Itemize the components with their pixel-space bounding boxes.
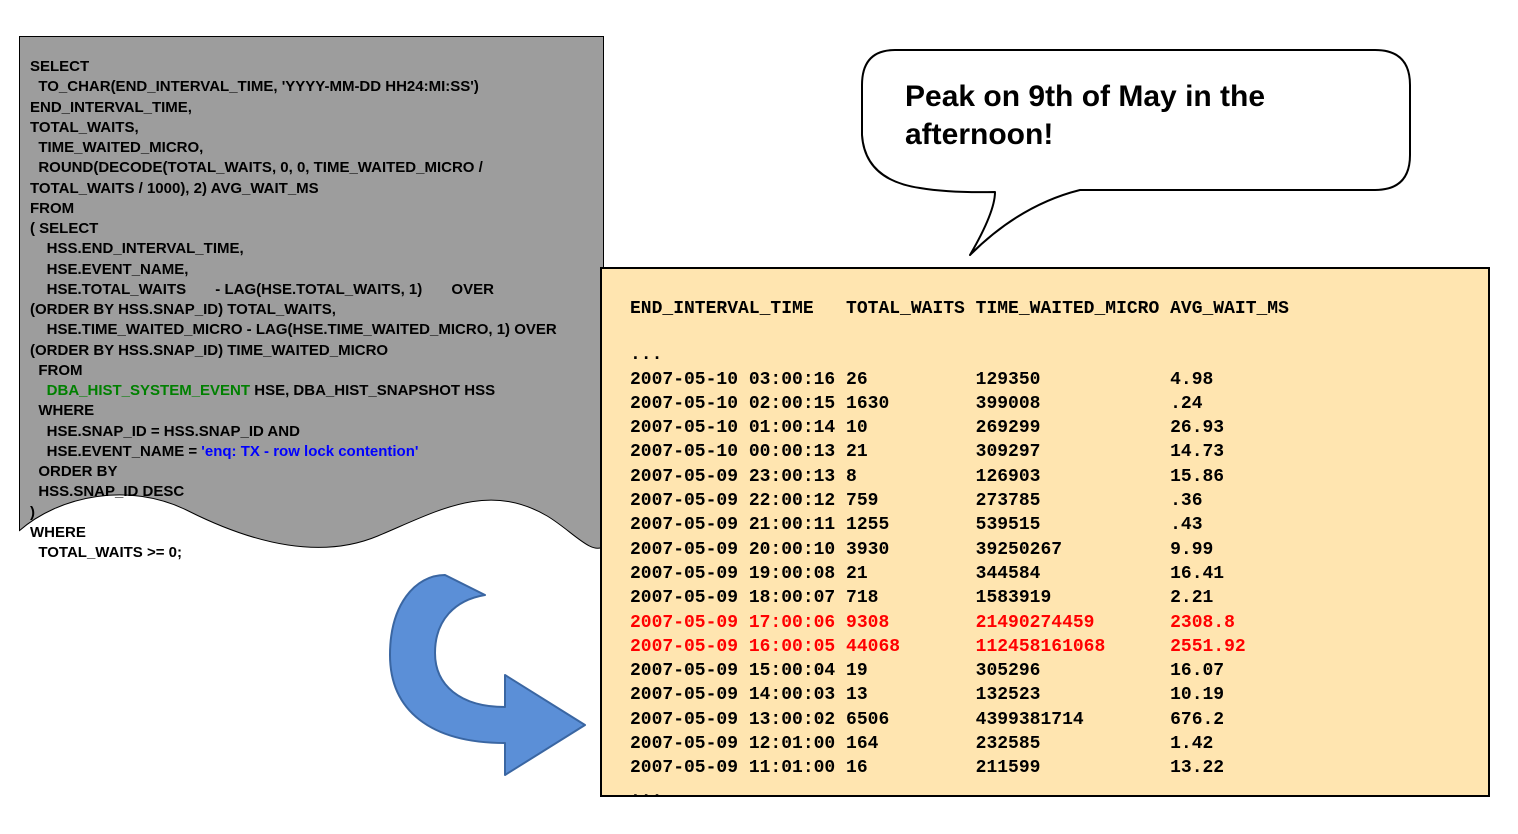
results-row: 2007-05-09 17:00:06 9308 21490274459 230…	[630, 611, 1470, 635]
sql-source-panel: SELECT TO_CHAR(END_INTERVAL_TIME, 'YYYY-…	[19, 36, 604, 601]
results-row: 2007-05-09 12:01:00 164 232585 1.42	[630, 732, 1470, 756]
results-ellipsis: ...	[630, 343, 1470, 367]
results-row: 2007-05-09 23:00:13 8 126903 15.86	[630, 465, 1470, 489]
results-row: 2007-05-09 22:00:12 759 273785 .36	[630, 489, 1470, 513]
results-row: 2007-05-10 00:00:13 21 309297 14.73	[630, 440, 1470, 464]
results-row: 2007-05-09 11:01:00 16 211599 13.22	[630, 756, 1470, 780]
annotation-text: Peak on 9th of May in the afternoon!	[905, 78, 1365, 153]
results-header: END_INTERVAL_TIME TOTAL_WAITS TIME_WAITE…	[630, 297, 1470, 321]
flow-arrow	[375, 565, 595, 785]
results-row: 2007-05-09 19:00:08 21 344584 16.41	[630, 562, 1470, 586]
query-results-panel: END_INTERVAL_TIME TOTAL_WAITS TIME_WAITE…	[600, 267, 1490, 797]
sql-source-text: SELECT TO_CHAR(END_INTERVAL_TIME, 'YYYY-…	[30, 57, 593, 563]
results-row: 2007-05-10 02:00:15 1630 399008 .24	[630, 392, 1470, 416]
results-row: 2007-05-09 21:00:11 1255 539515 .43	[630, 513, 1470, 537]
results-row: 2007-05-09 14:00:03 13 132523 10.19	[630, 683, 1470, 707]
results-row: 2007-05-09 18:00:07 718 1583919 2.21	[630, 586, 1470, 610]
results-row: 2007-05-09 16:00:05 44068 112458161068 2…	[630, 635, 1470, 659]
query-results-text: END_INTERVAL_TIME TOTAL_WAITS TIME_WAITE…	[630, 297, 1470, 805]
results-ellipsis: ...	[630, 781, 1470, 805]
arrow-icon	[375, 565, 595, 785]
results-row: 2007-05-09 20:00:10 3930 39250267 9.99	[630, 538, 1470, 562]
results-row: 2007-05-09 13:00:02 6506 4399381714 676.…	[630, 708, 1470, 732]
results-row: 2007-05-10 03:00:16 26 129350 4.98	[630, 368, 1470, 392]
results-row: 2007-05-10 01:00:14 10 269299 26.93	[630, 416, 1470, 440]
results-row: 2007-05-09 15:00:04 19 305296 16.07	[630, 659, 1470, 683]
annotation-speech-bubble: Peak on 9th of May in the afternoon!	[850, 40, 1420, 265]
